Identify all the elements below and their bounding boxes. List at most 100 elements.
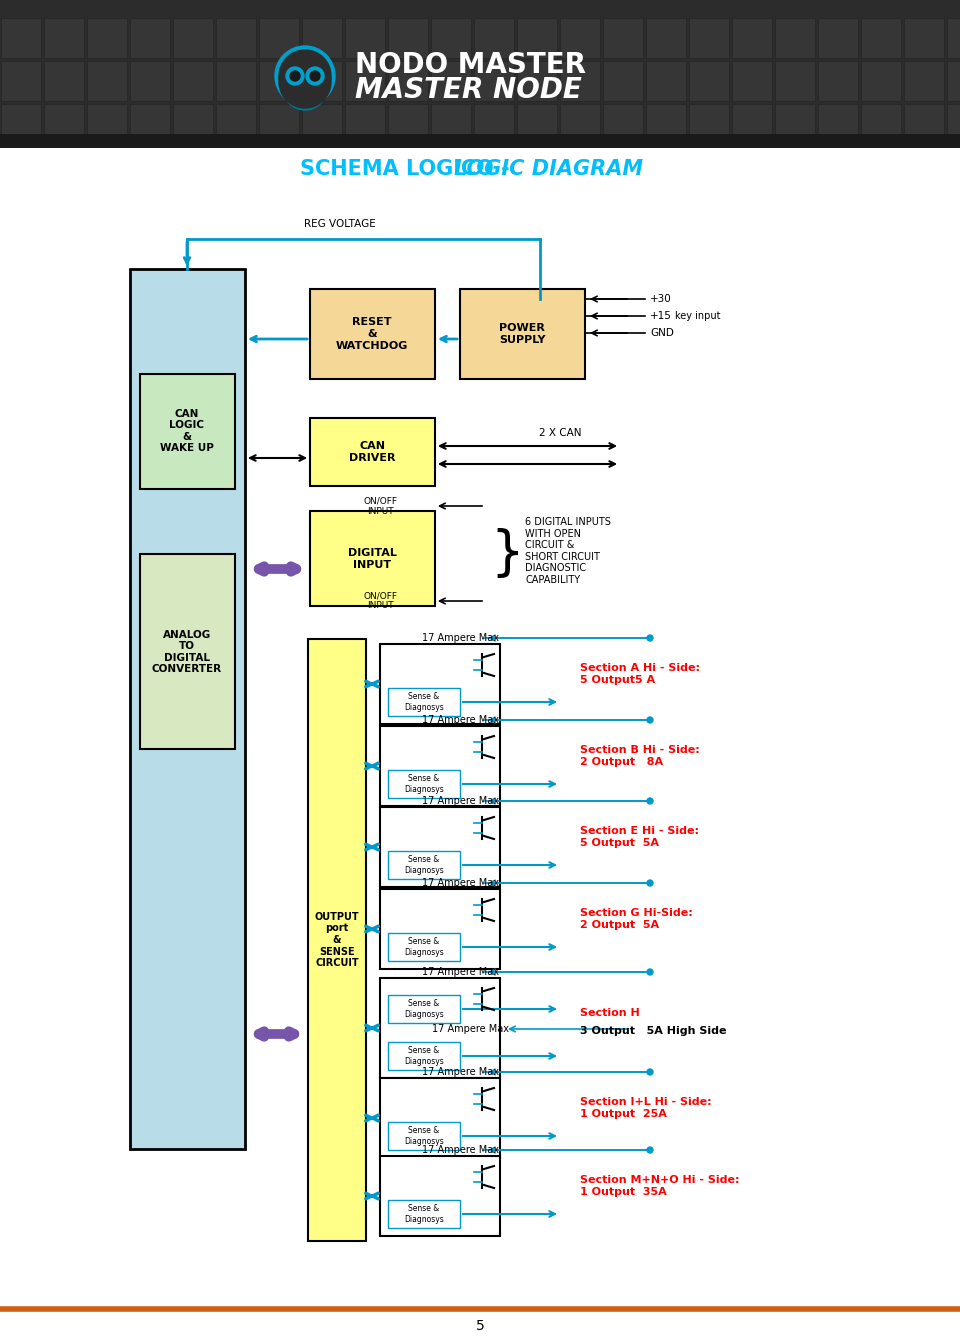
Bar bbox=[947, 103, 960, 144]
Bar bbox=[818, 17, 858, 58]
Bar bbox=[310, 289, 435, 379]
Bar bbox=[388, 933, 460, 961]
Bar bbox=[259, 103, 299, 144]
Text: +30: +30 bbox=[650, 294, 672, 304]
Bar bbox=[44, 17, 84, 58]
Text: ANALOG
TO
DIGITAL
CONVERTER: ANALOG TO DIGITAL CONVERTER bbox=[152, 629, 222, 675]
Bar bbox=[388, 688, 460, 716]
Bar bbox=[173, 60, 213, 101]
Bar bbox=[775, 17, 815, 58]
Bar bbox=[431, 103, 471, 144]
Text: MASTER NODE: MASTER NODE bbox=[355, 77, 582, 103]
Bar bbox=[87, 60, 127, 101]
Bar bbox=[732, 17, 772, 58]
Bar bbox=[646, 17, 686, 58]
Text: 17 Ampere Max: 17 Ampere Max bbox=[421, 1067, 498, 1077]
Bar bbox=[1, 103, 41, 144]
Bar bbox=[140, 374, 235, 489]
Bar bbox=[259, 17, 299, 58]
Bar bbox=[460, 289, 585, 379]
Text: GND: GND bbox=[650, 328, 674, 337]
Bar bbox=[380, 978, 500, 1078]
Bar bbox=[947, 17, 960, 58]
Text: 3 Output   5A High Side: 3 Output 5A High Side bbox=[580, 1025, 727, 1036]
Bar bbox=[380, 1078, 500, 1159]
Text: Sense &
Diagnosys: Sense & Diagnosys bbox=[404, 774, 444, 794]
Text: SCHEMA LOGICO -: SCHEMA LOGICO - bbox=[300, 159, 516, 179]
Bar bbox=[904, 17, 944, 58]
Circle shape bbox=[302, 63, 328, 89]
Bar bbox=[345, 103, 385, 144]
Bar bbox=[517, 60, 557, 101]
Bar bbox=[947, 60, 960, 101]
Text: ON/OFF: ON/OFF bbox=[363, 496, 397, 505]
Circle shape bbox=[283, 66, 327, 110]
Bar bbox=[87, 17, 127, 58]
Bar bbox=[388, 1122, 460, 1150]
Text: 17 Ampere Max: 17 Ampere Max bbox=[421, 633, 498, 642]
Text: LOGIC DIAGRAM: LOGIC DIAGRAM bbox=[454, 159, 643, 179]
Bar bbox=[388, 103, 428, 144]
Text: 6 DIGITAL INPUTS
WITH OPEN
CIRCUIT &
SHORT CIRCUIT
DIAGNOSTIC
CAPABILITY: 6 DIGITAL INPUTS WITH OPEN CIRCUIT & SHO… bbox=[525, 517, 611, 585]
Text: 2 X CAN: 2 X CAN bbox=[539, 427, 581, 438]
Circle shape bbox=[647, 634, 653, 641]
Text: key input: key input bbox=[675, 310, 721, 321]
Bar bbox=[130, 60, 170, 101]
Circle shape bbox=[647, 716, 653, 723]
Text: OUTPUT
port
&
SENSE
CIRCUIT: OUTPUT port & SENSE CIRCUIT bbox=[315, 911, 359, 968]
Bar bbox=[388, 60, 428, 101]
Text: 17 Ampere Max: 17 Ampere Max bbox=[421, 1145, 498, 1154]
Text: Section G Hi-Side:
2 Output  5A: Section G Hi-Side: 2 Output 5A bbox=[580, 909, 693, 930]
Text: RESET
&
WATCHDOG: RESET & WATCHDOG bbox=[336, 317, 408, 351]
Bar bbox=[380, 1156, 500, 1236]
Text: REG VOLTAGE: REG VOLTAGE bbox=[304, 219, 376, 228]
Circle shape bbox=[286, 67, 304, 85]
Text: }: } bbox=[490, 528, 523, 581]
Bar bbox=[474, 60, 514, 101]
Bar bbox=[689, 17, 729, 58]
Text: Sense &
Diagnosys: Sense & Diagnosys bbox=[404, 1204, 444, 1223]
Text: CAN
LOGIC
&
WAKE UP: CAN LOGIC & WAKE UP bbox=[160, 409, 214, 453]
Bar bbox=[646, 103, 686, 144]
Bar bbox=[130, 269, 245, 1149]
Text: 5: 5 bbox=[475, 1318, 485, 1333]
Bar bbox=[380, 644, 500, 724]
Text: Section A Hi - Side:
5 Output5 A: Section A Hi - Side: 5 Output5 A bbox=[580, 663, 700, 685]
Text: DIGITAL
INPUT: DIGITAL INPUT bbox=[348, 548, 396, 570]
Bar bbox=[904, 103, 944, 144]
Bar bbox=[216, 103, 256, 144]
Bar bbox=[302, 17, 342, 58]
Bar bbox=[87, 103, 127, 144]
Text: CAN
DRIVER: CAN DRIVER bbox=[348, 441, 396, 462]
Text: Section M+N+O Hi - Side:
1 Output  35A: Section M+N+O Hi - Side: 1 Output 35A bbox=[580, 1175, 739, 1196]
Bar bbox=[216, 60, 256, 101]
Circle shape bbox=[282, 63, 308, 89]
Text: Sense &
Diagnosys: Sense & Diagnosys bbox=[404, 937, 444, 957]
Bar bbox=[861, 60, 901, 101]
Bar bbox=[861, 17, 901, 58]
Bar bbox=[310, 418, 435, 487]
Text: Section B Hi - Side:
2 Output   8A: Section B Hi - Side: 2 Output 8A bbox=[580, 745, 700, 767]
Bar bbox=[1, 60, 41, 101]
Circle shape bbox=[310, 71, 320, 81]
Text: Section H: Section H bbox=[580, 1008, 639, 1017]
Bar bbox=[603, 103, 643, 144]
Bar bbox=[603, 17, 643, 58]
Bar bbox=[308, 638, 366, 1241]
Bar bbox=[603, 60, 643, 101]
Bar bbox=[44, 60, 84, 101]
Text: 17 Ampere Max: 17 Ampere Max bbox=[421, 796, 498, 806]
Bar bbox=[0, 0, 960, 148]
Text: NODO MASTER: NODO MASTER bbox=[355, 51, 586, 79]
Text: +15: +15 bbox=[650, 310, 672, 321]
Bar bbox=[904, 60, 944, 101]
Bar bbox=[689, 103, 729, 144]
Text: ON/OFF: ON/OFF bbox=[363, 591, 397, 601]
Bar bbox=[560, 17, 600, 58]
Bar bbox=[130, 17, 170, 58]
Bar bbox=[259, 60, 299, 101]
Bar bbox=[732, 103, 772, 144]
Text: Sense &
Diagnosys: Sense & Diagnosys bbox=[404, 692, 444, 712]
Bar bbox=[775, 60, 815, 101]
Text: INPUT: INPUT bbox=[367, 507, 394, 516]
